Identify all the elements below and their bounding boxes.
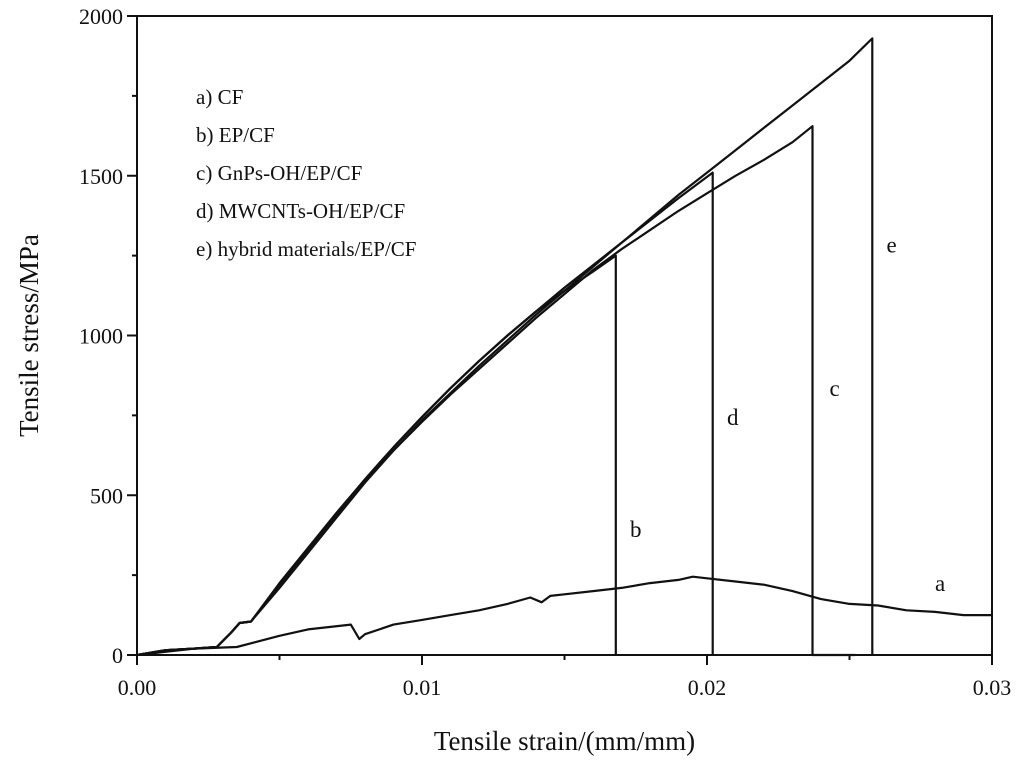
legend-entry-a: a) CF [196,85,243,109]
curve-label-e: e [887,232,897,257]
series-line-b [136,254,617,657]
x-tick-label: 0.03 [973,675,1012,700]
curve-label-b: b [630,517,642,542]
y-axis-ticks: 0 500 1000 1500 2000 [79,4,137,668]
plot-frame [136,15,993,656]
legend-entry-b: b) EP/CF [196,123,275,147]
x-tick-label: 0.02 [688,675,727,700]
legend: a) CF b) EP/CF c) GnPs-OH/EP/CF d) MWCNT… [196,85,416,261]
y-tick-label: 2000 [79,4,123,29]
x-axis-ticks: 0.00 0.01 0.02 0.03 [118,655,1012,700]
legend-entry-c: c) GnPs-OH/EP/CF [196,161,362,185]
curve-label-a: a [935,571,945,596]
series-layer [136,37,992,657]
curve-labels: a b c d e [630,232,945,596]
curve-label-d: d [727,405,739,430]
legend-entry-d: d) MWCNTs-OH/EP/CF [196,199,405,223]
y-tick-label: 0 [112,643,123,668]
y-tick-label: 1000 [79,324,123,349]
y-axis-title: Tensile stress/MPa [14,234,44,437]
series-line-a [136,575,992,657]
legend-entry-e: e) hybrid materials/EP/CF [196,237,416,261]
curve-label-c: c [830,376,840,401]
series-line-e [136,37,874,657]
y-tick-label: 500 [90,483,123,508]
x-tick-label: 0.01 [403,675,442,700]
x-tick-label: 0.00 [118,675,157,700]
x-axis-title: Tensile strain/(mm/mm) [434,726,695,756]
y-tick-label: 1500 [79,164,123,189]
